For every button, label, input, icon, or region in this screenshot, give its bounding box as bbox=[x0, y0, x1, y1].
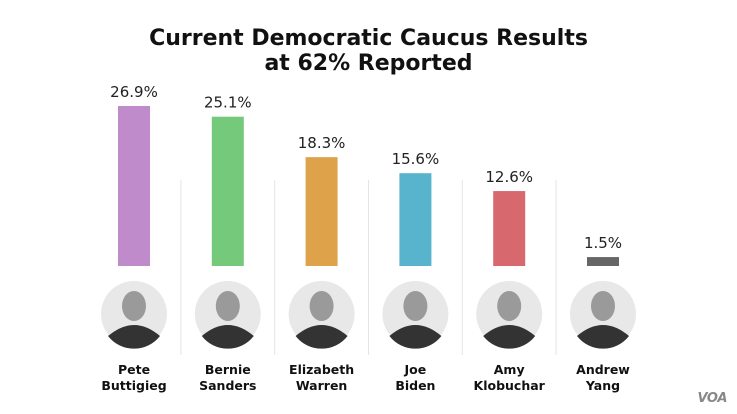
last-name: Klobuchar bbox=[473, 378, 545, 393]
data-label: 15.6% bbox=[392, 150, 440, 168]
candidate-photo bbox=[194, 281, 261, 349]
candidate-name: Bernie Sanders bbox=[181, 362, 275, 394]
candidate-name: Elizabeth Warren bbox=[275, 362, 369, 394]
candidate-photo bbox=[476, 281, 543, 349]
data-label: 1.5% bbox=[584, 234, 622, 252]
bar bbox=[587, 257, 619, 266]
first-name: Joe bbox=[404, 362, 427, 377]
data-label: 18.3% bbox=[298, 134, 346, 152]
candidate-name: Amy Klobuchar bbox=[462, 362, 556, 394]
candidate-photo bbox=[382, 281, 449, 349]
candidate-photo bbox=[101, 281, 167, 349]
first-name: Amy bbox=[493, 362, 525, 377]
data-label: 25.1% bbox=[204, 94, 252, 112]
candidate-photo bbox=[570, 281, 636, 349]
data-label: 26.9% bbox=[110, 83, 158, 101]
last-name: Yang bbox=[585, 378, 621, 393]
data-label: 12.6% bbox=[485, 168, 533, 186]
first-name: Elizabeth bbox=[289, 362, 355, 377]
candidate-name: Pete Buttigieg bbox=[87, 362, 181, 394]
candidate-photo bbox=[288, 281, 355, 349]
bar bbox=[211, 116, 244, 266]
candidate-name: Andrew Yang bbox=[556, 362, 650, 394]
first-name: Andrew bbox=[576, 362, 630, 377]
first-name: Bernie bbox=[204, 362, 251, 377]
candidate-name: Joe Biden bbox=[368, 362, 462, 394]
title-line-1: Current Democratic Caucus Results bbox=[149, 26, 588, 51]
chart-title: Current Democratic Caucus Results at 62%… bbox=[0, 26, 737, 76]
first-name: Pete bbox=[117, 362, 151, 377]
bar bbox=[493, 191, 526, 266]
last-name: Buttigieg bbox=[101, 378, 167, 393]
title-line-2: at 62% Reported bbox=[264, 51, 473, 76]
voa-logo: VOA bbox=[697, 391, 728, 406]
bar bbox=[399, 173, 432, 266]
bar bbox=[118, 106, 150, 266]
bar bbox=[305, 157, 338, 266]
last-name: Warren bbox=[295, 378, 348, 393]
last-name: Biden bbox=[395, 378, 436, 393]
last-name: Sanders bbox=[199, 378, 257, 393]
